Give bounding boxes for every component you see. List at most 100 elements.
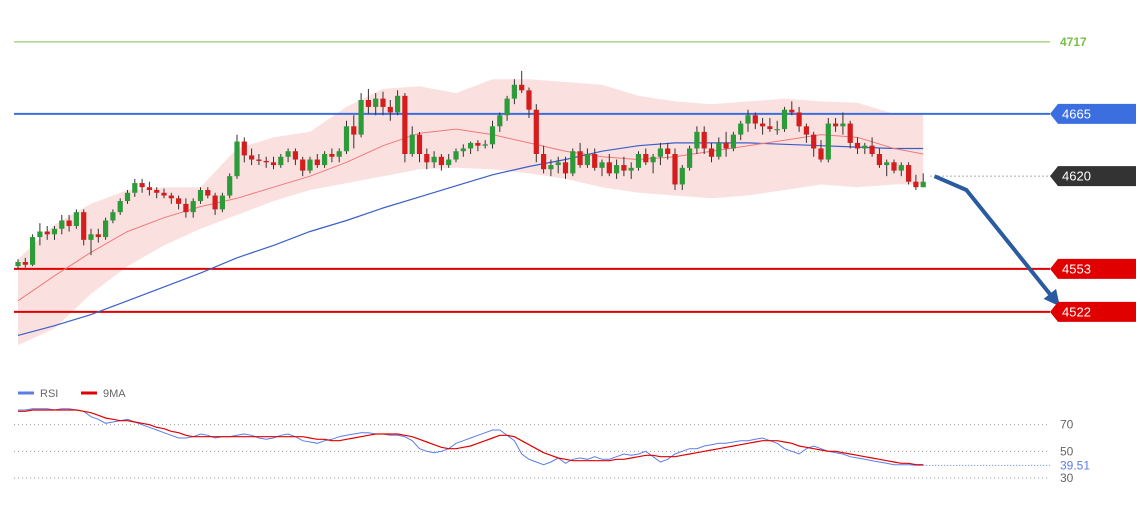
candle-body [541, 154, 547, 170]
candle-body [665, 148, 671, 154]
candle-body [811, 134, 817, 149]
candle-body [687, 148, 693, 168]
candle-body [584, 154, 590, 166]
last-price-label: 4620 [1062, 169, 1091, 184]
candle-body [205, 190, 211, 196]
candle-body [628, 167, 634, 171]
candle-body [103, 220, 109, 238]
candle-body [154, 190, 160, 193]
candle-body [803, 126, 809, 135]
candle-body [621, 165, 627, 171]
candle-body [460, 148, 466, 152]
candle-body [833, 123, 839, 127]
moving-averages-layer [17, 128, 924, 336]
candle-body [256, 159, 262, 161]
candle-body [270, 162, 277, 166]
candle-body [891, 162, 897, 171]
legend-label-9ma: 9MA [103, 388, 126, 400]
candle-body [117, 201, 123, 213]
candle-body [110, 212, 116, 221]
candle-body [562, 162, 569, 174]
moving-average-fast [17, 128, 924, 302]
candle-body [847, 123, 853, 143]
forecast-arrowhead [1043, 288, 1060, 307]
candle-body [300, 159, 306, 171]
candle-body [329, 154, 335, 157]
candle-body [30, 237, 36, 265]
candle-body [365, 100, 371, 107]
candle-body [468, 142, 474, 149]
candle-body [825, 123, 831, 160]
level-label-4665: 4665 [1062, 106, 1091, 121]
candle-body [854, 142, 861, 149]
candle-body [570, 151, 576, 174]
candle-body [380, 98, 386, 107]
candle-body [285, 151, 291, 157]
candle-body [694, 131, 700, 149]
candle-body [219, 195, 225, 210]
candle-body [59, 220, 65, 229]
candle-body [723, 142, 729, 149]
candle-body [227, 176, 233, 196]
candle-body [161, 192, 167, 196]
candle-body [884, 162, 890, 166]
candle-body [745, 115, 751, 124]
candles-layer [15, 70, 926, 269]
candle-body [760, 123, 766, 127]
candle-body [73, 212, 79, 226]
candle-body [183, 203, 189, 213]
legend-label-rsi: RSI [40, 388, 58, 400]
level-label-4522: 4522 [1062, 304, 1091, 319]
candle-body [44, 231, 50, 235]
candle-body [336, 151, 342, 157]
candle-body [643, 154, 649, 163]
candle-body [81, 212, 87, 240]
level-label-4717: 4717 [1060, 35, 1087, 49]
candle-body [818, 148, 824, 160]
candle-body [475, 142, 481, 146]
rsi-lines-layer [18, 408, 924, 466]
candle-body [322, 154, 328, 166]
candle-body [716, 142, 722, 157]
candle-body [869, 145, 875, 154]
bollinger-band-layer [18, 79, 924, 346]
candle-body [672, 154, 678, 185]
candle-body [599, 162, 605, 168]
candle-body [781, 109, 788, 130]
level-tag-4665 [1050, 103, 1136, 124]
candle-body [876, 154, 882, 166]
price-labels-layer: 4717 4665 4553 4522 4620 [1050, 35, 1136, 322]
candle-body [438, 156, 444, 166]
candle-body [307, 159, 313, 171]
candle-body [95, 234, 101, 238]
rsi-tick-30: 30 [1060, 471, 1074, 485]
candle-body [416, 134, 423, 154]
candle-body [278, 156, 284, 166]
candle-body [635, 154, 642, 168]
candle-body [234, 141, 240, 177]
candle-body [168, 195, 174, 199]
candle-body [176, 198, 182, 204]
candle-body [409, 134, 415, 154]
candle-body [263, 160, 269, 163]
candle-body [358, 100, 364, 135]
candle-body [898, 165, 904, 171]
candle-body [752, 115, 758, 124]
candle-body [650, 156, 656, 163]
rsi-labels-layer: 39.51 [923, 458, 1090, 472]
candle-body [555, 162, 561, 166]
candle-body [132, 183, 138, 193]
candle-body [453, 151, 459, 160]
candle-body [212, 195, 218, 210]
candle-body [701, 131, 707, 149]
candle-body [387, 106, 393, 113]
candle-body [22, 262, 28, 265]
rsi-legend-layer: RSI 9MA [18, 388, 126, 400]
rsi-last-value-label: 39.51 [1060, 458, 1090, 472]
level-tag-4553 [1050, 258, 1136, 279]
candle-body [548, 165, 554, 170]
rsi-series-9ma [18, 409, 924, 466]
candle-body [511, 84, 517, 99]
candle-body [730, 134, 736, 149]
candle-body [796, 112, 802, 127]
